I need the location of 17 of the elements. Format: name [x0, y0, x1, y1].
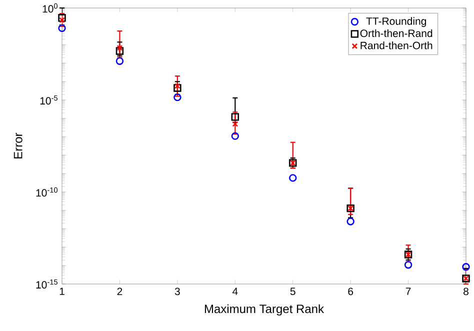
y-tick-label: 10$^{0}$ [42, 3, 58, 13]
x-tick-label: 5 [290, 288, 296, 296]
legend-label: Rand-then-Orth [360, 42, 432, 50]
x-tick-label: 2 [117, 288, 122, 296]
legend-label: Orth-then-Rand [360, 29, 432, 38]
x-tick-label: 7 [406, 288, 411, 295]
legend-label: TT-Rounding [366, 17, 426, 27]
y-axis-title: Error [14, 132, 22, 158]
x-tick-label: 1 [60, 288, 64, 295]
x-tick-label: 4 [232, 288, 238, 295]
x-tick-label: 3 [174, 288, 180, 296]
y-tick-label: 10$^{-15}$ [36, 279, 58, 289]
y-tick-label: 10$^{-5}$ [40, 95, 58, 105]
x-tick-label: 6 [348, 288, 354, 296]
y-tick-label: 10$^{-10}$ [36, 187, 58, 197]
x-axis-title: Maximum Target Rank [204, 304, 324, 316]
x-tick-label: 8 [464, 288, 468, 296]
